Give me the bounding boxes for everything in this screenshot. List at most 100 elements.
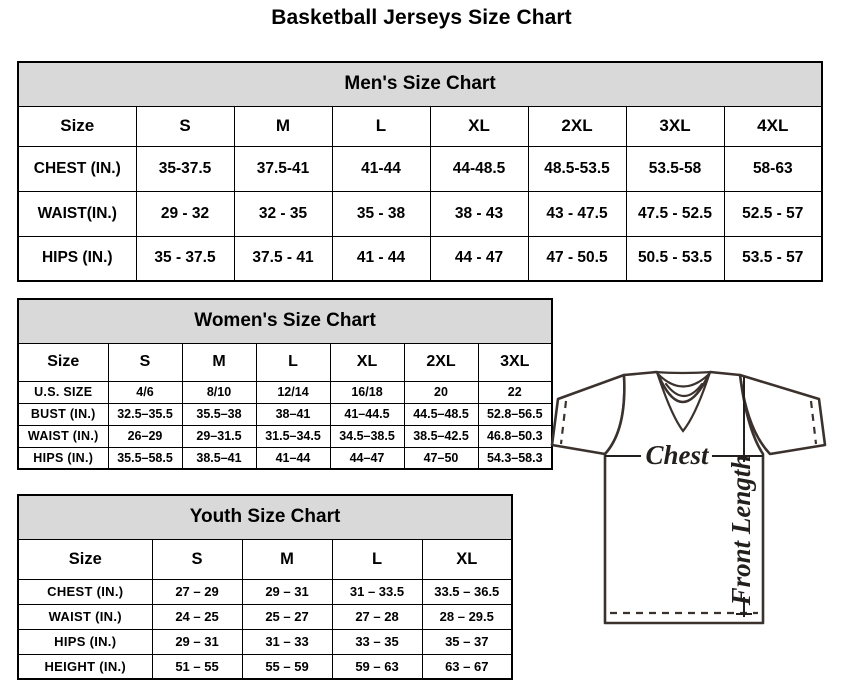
table-cell: 51 – 55 — [151, 653, 243, 680]
table-cell: 28 – 29.5 — [421, 603, 513, 630]
column-header-s: S — [107, 342, 183, 382]
table-cell: 47 - 50.5 — [527, 235, 627, 282]
table-cell: 27 – 28 — [331, 603, 423, 630]
table-cell: 59 – 63 — [331, 653, 423, 680]
table-cell: 8/10 — [181, 380, 257, 404]
table-cell: 35-37.5 — [135, 145, 235, 192]
jersey-measurement-diagram: Chest Front Length — [534, 352, 843, 662]
youth-chart-caption: Youth Size Chart — [17, 494, 513, 540]
table-cell: 41 - 44 — [331, 235, 431, 282]
table-cell: 55 – 59 — [241, 653, 333, 680]
table-cell: 50.5 - 53.5 — [625, 235, 725, 282]
table-cell: 34.5–38.5 — [329, 424, 405, 448]
table-cell: 58-63 — [723, 145, 823, 192]
table-cell: 12/14 — [255, 380, 331, 404]
row-label: CHEST (IN.) — [17, 145, 137, 192]
table-header-row: Size S M L XL 2XL 3XL 4XL — [17, 105, 823, 147]
row-label: WAIST(IN.) — [17, 190, 137, 237]
table-cell: 33.5 – 36.5 — [421, 578, 513, 605]
collar-rib-1 — [657, 373, 710, 388]
table-cell: 44 - 47 — [429, 235, 529, 282]
table-row: U.S. SIZE 4/6 8/10 12/14 16/18 20 22 — [17, 380, 553, 404]
table-cell: 29 – 31 — [241, 578, 333, 605]
collar-outer — [652, 370, 714, 375]
table-cell: 29–31.5 — [181, 424, 257, 448]
row-label: WAIST (IN.) — [17, 603, 153, 630]
table-cell: 29 - 32 — [135, 190, 235, 237]
table-cell: 38 - 43 — [429, 190, 529, 237]
table-cell: 35 - 37.5 — [135, 235, 235, 282]
womens-size-chart-table: Women's Size Chart Size S M L XL 2XL 3XL… — [17, 298, 554, 470]
table-row: WAIST(IN.) 29 - 32 32 - 35 35 - 38 38 - … — [17, 190, 823, 237]
table-cell: 25 – 27 — [241, 603, 333, 630]
table-cell: 27 – 29 — [151, 578, 243, 605]
table-header-row: Size S M L XL 2XL 3XL — [17, 342, 553, 382]
row-label: HIPS (IN.) — [17, 235, 137, 282]
table-cell: 44–47 — [329, 446, 405, 470]
table-cell: 26–29 — [107, 424, 183, 448]
table-cell: 44-48.5 — [429, 145, 529, 192]
mens-chart-caption: Men's Size Chart — [17, 61, 823, 107]
table-cell: 31.5–34.5 — [255, 424, 331, 448]
row-label: U.S. SIZE — [17, 380, 109, 404]
table-cell: 20 — [403, 380, 479, 404]
table-cell: 31 – 33 — [241, 628, 333, 655]
column-header-size: Size — [17, 105, 137, 147]
table-cell: 53.5 - 57 — [723, 235, 823, 282]
table-cell: 53.5-58 — [625, 145, 725, 192]
column-header-s: S — [151, 538, 243, 580]
table-cell: 33 – 35 — [331, 628, 423, 655]
table-cell: 52.8–56.5 — [477, 402, 553, 426]
row-label: HIPS (IN.) — [17, 628, 153, 655]
table-cell: 43 - 47.5 — [527, 190, 627, 237]
jersey-body-shape — [603, 370, 765, 625]
table-header-row: Size S M L XL — [17, 538, 513, 580]
column-header-4xl: 4XL — [723, 105, 823, 147]
table-cell: 35 – 37 — [421, 628, 513, 655]
table-cell: 24 – 25 — [151, 603, 243, 630]
table-cell: 63 – 67 — [421, 653, 513, 680]
table-cell: 29 – 31 — [151, 628, 243, 655]
collar-v-inner — [655, 370, 712, 433]
table-row: HEIGHT (IN.) 51 – 55 55 – 59 59 – 63 63 … — [17, 653, 513, 680]
table-row: HIPS (IN.) 29 – 31 31 – 33 33 – 35 35 – … — [17, 628, 513, 655]
table-cell: 38–41 — [255, 402, 331, 426]
table-cell: 37.5-41 — [233, 145, 333, 192]
table-row: WAIST (IN.) 26–29 29–31.5 31.5–34.5 34.5… — [17, 424, 553, 448]
row-label: WAIST (IN.) — [17, 424, 109, 448]
table-cell: 35.5–58.5 — [107, 446, 183, 470]
table-cell: 41–44 — [255, 446, 331, 470]
youth-size-chart-table: Youth Size Chart Size S M L XL CHEST (IN… — [17, 494, 514, 680]
table-row: HIPS (IN.) 35 - 37.5 37.5 - 41 41 - 44 4… — [17, 235, 823, 282]
column-header-s: S — [135, 105, 235, 147]
column-header-m: M — [241, 538, 333, 580]
row-label: HEIGHT (IN.) — [17, 653, 153, 680]
row-label: BUST (IN.) — [17, 402, 109, 426]
table-row: BUST (IN.) 32.5–35.5 35.5–38 38–41 41–44… — [17, 402, 553, 426]
column-header-2xl: 2XL — [527, 105, 627, 147]
table-cell: 16/18 — [329, 380, 405, 404]
column-header-l: L — [331, 105, 431, 147]
table-caption-row: Men's Size Chart — [17, 61, 823, 107]
column-header-size: Size — [17, 538, 153, 580]
table-row: CHEST (IN.) 35-37.5 37.5-41 41-44 44-48.… — [17, 145, 823, 192]
column-header-m: M — [233, 105, 333, 147]
table-caption-row: Women's Size Chart — [17, 298, 553, 344]
row-label: HIPS (IN.) — [17, 446, 109, 470]
row-label: CHEST (IN.) — [17, 578, 153, 605]
table-row: HIPS (IN.) 35.5–58.5 38.5–41 41–44 44–47… — [17, 446, 553, 470]
column-header-3xl: 3XL — [625, 105, 725, 147]
table-cell: 38.5–41 — [181, 446, 257, 470]
table-cell: 44.5–48.5 — [403, 402, 479, 426]
womens-chart-caption: Women's Size Chart — [17, 298, 553, 344]
table-cell: 32 - 35 — [233, 190, 333, 237]
column-header-l: L — [331, 538, 423, 580]
column-header-l: L — [255, 342, 331, 382]
table-cell: 32.5–35.5 — [107, 402, 183, 426]
table-cell: 41–44.5 — [329, 402, 405, 426]
table-cell: 31 – 33.5 — [331, 578, 423, 605]
table-cell: 38.5–42.5 — [403, 424, 479, 448]
collar-rib-2 — [664, 382, 704, 398]
table-cell: 35 - 38 — [331, 190, 431, 237]
table-cell: 4/6 — [107, 380, 183, 404]
